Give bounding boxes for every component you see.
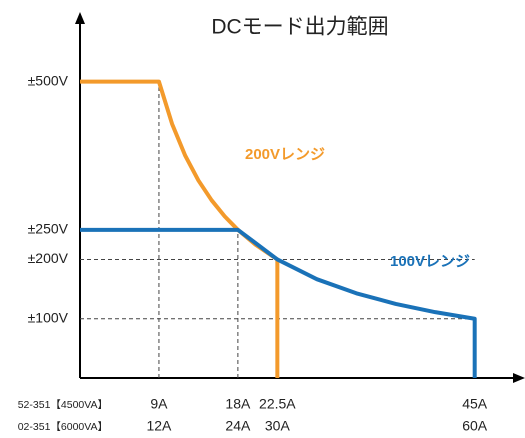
y-tick-label: ±500V (28, 72, 69, 88)
series-label: 100Vレンジ (390, 253, 470, 270)
chart-title: DCモード出力範囲 (211, 16, 388, 39)
y-tick-label: ±250V (28, 221, 69, 237)
y-tick-label: ±200V (28, 250, 69, 266)
x2-tick-label: 12A (146, 418, 172, 434)
y-tick-label: ±100V (28, 309, 69, 325)
x2-tick-label: 30A (265, 418, 291, 434)
x2-tick-label: 24A (225, 418, 251, 434)
x-axis-arrow (513, 373, 525, 383)
series-line (80, 227, 477, 378)
x-tick-label: 45A (462, 396, 488, 412)
x-tick-label: 22.5A (259, 396, 296, 412)
x-row-label: 52-351【4500VA】 (18, 399, 108, 411)
series-label: 200Vレンジ (245, 146, 325, 163)
x-tick-label: 18A (225, 396, 251, 412)
y-axis-arrow (75, 12, 85, 24)
x2-tick-label: 60A (462, 418, 488, 434)
x-row-label: 02-351【6000VA】 (18, 421, 108, 433)
x-tick-label: 9A (150, 396, 168, 412)
